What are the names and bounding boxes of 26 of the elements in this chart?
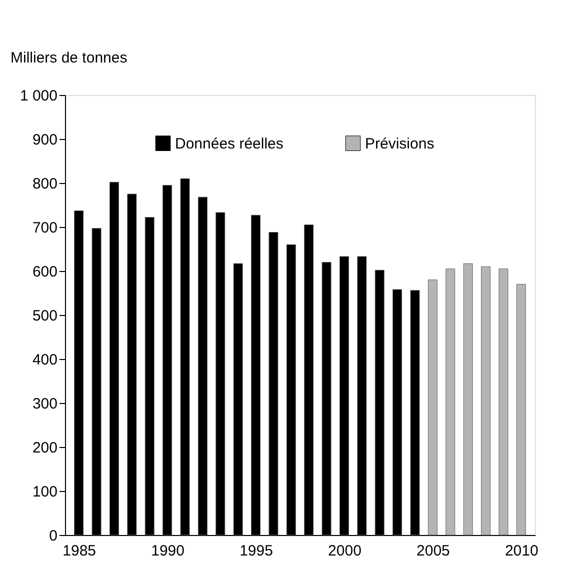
x-tick-label: 2010 [504, 542, 538, 560]
y-tick-label: 600 [32, 264, 58, 280]
x-tick-label: 2005 [416, 542, 450, 560]
x-tick-label: 2000 [328, 542, 362, 560]
y-tick-label: 700 [32, 220, 58, 236]
bar [481, 266, 491, 536]
y-tick-label: 300 [32, 396, 58, 412]
legend-label: Données réelles [175, 135, 284, 152]
y-tick-label: 800 [32, 176, 58, 192]
x-tick-label: 1985 [62, 542, 96, 560]
bar [446, 268, 456, 536]
y-axis-title: Milliers de tonnes [10, 50, 128, 66]
bar [463, 263, 473, 536]
x-tick-label: 1990 [151, 542, 184, 560]
y-tick-label: 0 [49, 528, 58, 544]
y-tick-label: 400 [32, 352, 58, 368]
y-tick-label: 1 000 [20, 88, 58, 104]
bar [516, 284, 526, 536]
x-tick-label: 1995 [240, 542, 273, 560]
y-tick-label: 200 [32, 440, 58, 456]
y-tick-label: 500 [32, 308, 58, 324]
legend-label: Prévisions [365, 135, 434, 152]
y-tick-label: 100 [32, 484, 58, 500]
bar [498, 268, 508, 536]
y-tick-label: 900 [32, 132, 58, 148]
bar [428, 280, 438, 536]
